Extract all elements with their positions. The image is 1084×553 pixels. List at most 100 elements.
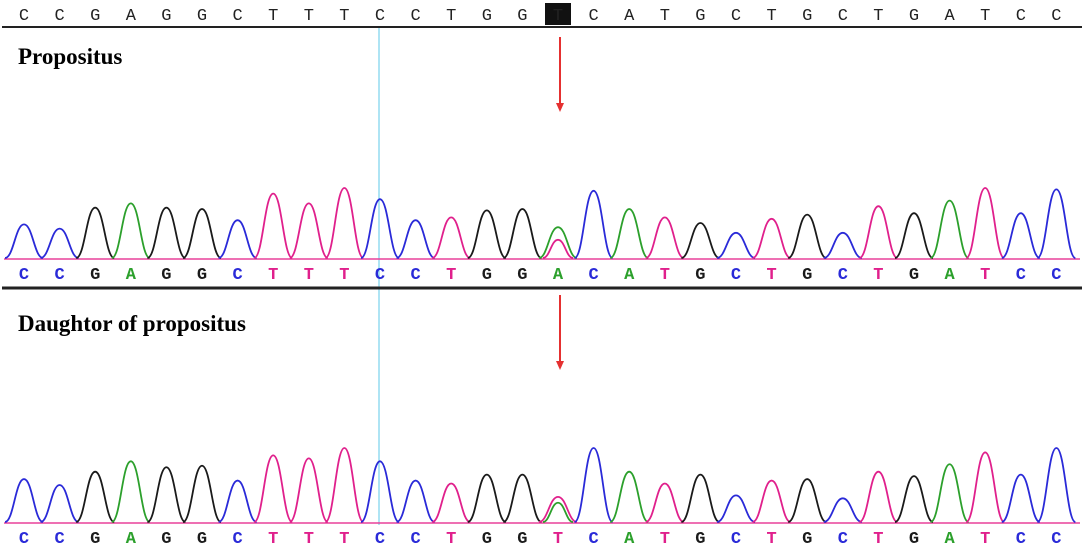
base-call: G <box>802 530 812 549</box>
trace-peak <box>75 206 115 259</box>
base-call: A <box>624 266 635 285</box>
trace-peak <box>253 192 294 259</box>
base-call: G <box>517 530 527 549</box>
reference-base: A <box>126 7 137 26</box>
trace-peak <box>182 208 222 259</box>
trace-peak <box>716 494 756 523</box>
trace-peak <box>467 209 507 259</box>
base-call: T <box>304 266 314 285</box>
trace-peak <box>645 482 685 523</box>
base-call: T <box>553 530 563 549</box>
reference-base: T <box>873 7 883 26</box>
base-call: G <box>482 530 492 549</box>
trace-peak <box>396 479 436 523</box>
highlighted-base-box <box>545 3 571 25</box>
trace-peak <box>894 212 934 259</box>
trace-peak <box>4 223 44 259</box>
chromatogram-trace <box>4 447 1080 524</box>
trace-peak <box>680 473 720 523</box>
reference-base: C <box>1016 7 1026 26</box>
trace-peak <box>787 213 827 259</box>
trace-peak <box>752 479 792 523</box>
reference-base: C <box>54 7 64 26</box>
base-call: T <box>304 530 314 549</box>
trace-peak <box>965 451 1006 523</box>
base-call: G <box>802 266 812 285</box>
base-call: T <box>446 266 456 285</box>
reference-base: C <box>1051 7 1061 26</box>
base-call: C <box>731 266 741 285</box>
base-call: T <box>339 530 349 549</box>
chromatogram-trace <box>4 187 1080 260</box>
base-call: T <box>446 530 456 549</box>
reference-base: G <box>90 7 100 26</box>
base-call: C <box>1016 266 1026 285</box>
trace-peak <box>110 460 151 523</box>
reference-base: G <box>161 7 171 26</box>
base-call: C <box>731 530 741 549</box>
trace-peak <box>609 470 649 523</box>
trace-peak <box>965 187 1006 259</box>
trace-peak <box>752 217 792 259</box>
reference-base: G <box>909 7 919 26</box>
base-call: G <box>695 530 705 549</box>
trace-peak <box>858 205 898 259</box>
base-call: A <box>126 266 137 285</box>
reference-base: C <box>19 7 29 26</box>
trace-peak <box>573 447 614 523</box>
base-call: G <box>909 266 919 285</box>
base-call: A <box>553 266 564 285</box>
trace-peak <box>75 470 115 523</box>
base-call: T <box>873 530 883 549</box>
base-call: C <box>1051 266 1061 285</box>
base-call: G <box>482 266 492 285</box>
base-call: G <box>909 530 919 549</box>
base-call: T <box>339 266 349 285</box>
base-call: G <box>517 266 527 285</box>
base-call: T <box>766 530 776 549</box>
trace-peak <box>716 231 756 259</box>
base-call: C <box>232 266 242 285</box>
secondary-peak <box>542 501 574 523</box>
trace-peak <box>823 497 863 523</box>
down-arrow-icon <box>556 37 564 112</box>
base-call: T <box>980 530 990 549</box>
base-call: C <box>1051 530 1061 549</box>
reference-base: T <box>766 7 776 26</box>
base-call: A <box>944 530 955 549</box>
panel-label-daughter: Daughtor of propositus <box>18 311 246 336</box>
base-call: C <box>588 266 598 285</box>
trace-peak <box>467 473 507 523</box>
base-call: G <box>197 530 207 549</box>
base-call: T <box>873 266 883 285</box>
trace-peak <box>146 206 186 259</box>
down-arrow-icon <box>556 295 564 370</box>
trace-peak <box>1036 447 1077 523</box>
reference-base: C <box>588 7 598 26</box>
base-call: C <box>375 266 385 285</box>
base-call: C <box>838 266 848 285</box>
base-call: C <box>19 530 29 549</box>
reference-base: C <box>838 7 848 26</box>
trace-peak <box>573 189 614 259</box>
trace-peak <box>360 460 400 523</box>
trace-peak <box>609 208 649 259</box>
trace-peak <box>894 475 934 523</box>
trace-peak <box>929 463 970 523</box>
reference-base: G <box>517 7 527 26</box>
base-call: A <box>126 530 137 549</box>
base-call: C <box>410 530 420 549</box>
panel-label-propositus: Propositus <box>18 44 122 69</box>
base-call: C <box>375 530 385 549</box>
base-call: C <box>54 266 64 285</box>
base-call: C <box>588 530 598 549</box>
base-call: G <box>90 530 100 549</box>
secondary-peak <box>542 238 574 259</box>
trace-peak <box>538 226 578 259</box>
trace-peak <box>360 198 400 259</box>
base-call: C <box>19 266 29 285</box>
